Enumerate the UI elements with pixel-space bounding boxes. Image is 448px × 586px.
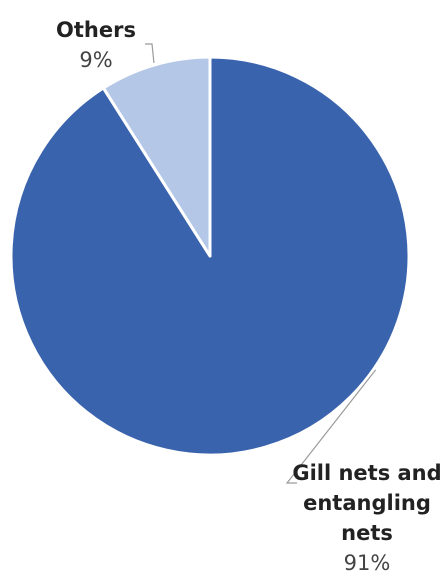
pie-labels: Gill nets and entangling nets 91% Others 9%: [56, 18, 442, 575]
slice-label: entangling: [303, 491, 431, 515]
data-label-others: Others 9%: [56, 18, 155, 72]
leader-line: [145, 43, 155, 64]
slice-label: nets: [341, 521, 393, 545]
slice-label: Gill nets and: [292, 461, 441, 485]
slice-label: Others: [56, 18, 136, 42]
pie-slice-others: [101, 55, 212, 258]
slice-value-label: 9%: [79, 48, 112, 72]
slice-value-label: 91%: [344, 551, 391, 575]
leader-line: [285, 369, 377, 484]
pie-slices: [9, 55, 411, 457]
data-label-gill-nets-and-entangling-nets: Gill nets and entangling nets 91%: [285, 369, 442, 575]
